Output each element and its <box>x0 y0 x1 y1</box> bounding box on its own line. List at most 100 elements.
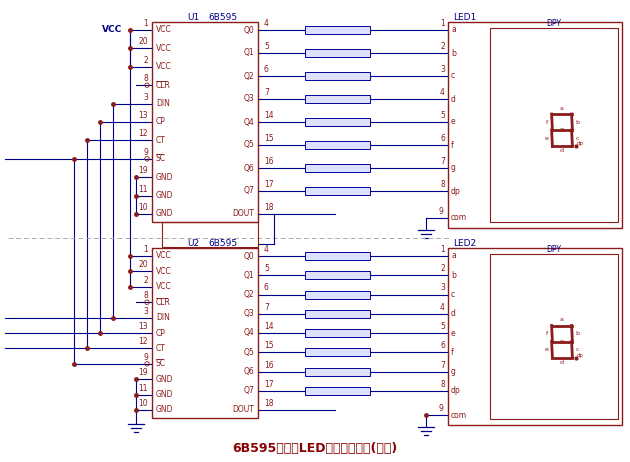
Text: VCC: VCC <box>102 25 122 35</box>
Text: 3: 3 <box>440 65 445 74</box>
Text: c: c <box>451 290 455 299</box>
Text: 8: 8 <box>143 74 148 83</box>
Text: d: d <box>451 309 456 318</box>
Text: CT: CT <box>156 344 166 353</box>
Text: SC: SC <box>156 359 166 368</box>
Text: Q4: Q4 <box>243 117 254 127</box>
Text: dp: dp <box>451 386 461 395</box>
Text: 11: 11 <box>139 383 148 393</box>
Text: Q3: Q3 <box>243 309 254 318</box>
Text: d: d <box>560 360 564 365</box>
Text: 5: 5 <box>440 111 445 120</box>
Text: 1: 1 <box>440 19 445 28</box>
Text: Q1: Q1 <box>243 271 254 280</box>
Text: 10: 10 <box>139 203 148 212</box>
Text: DIN: DIN <box>156 99 170 108</box>
Text: VCC: VCC <box>156 62 172 71</box>
Text: 5: 5 <box>440 322 445 331</box>
Text: GND: GND <box>156 209 173 219</box>
Text: 18: 18 <box>264 203 273 212</box>
Bar <box>305 348 370 356</box>
Text: f: f <box>451 348 454 357</box>
Text: 5: 5 <box>264 42 269 51</box>
Text: 6B595: 6B595 <box>209 239 238 249</box>
Text: dp: dp <box>577 141 584 146</box>
Bar <box>305 49 370 57</box>
Text: 6: 6 <box>440 341 445 350</box>
Text: g: g <box>560 339 564 344</box>
Text: g: g <box>451 367 456 376</box>
Text: 13: 13 <box>139 111 148 120</box>
Text: 11: 11 <box>139 185 148 194</box>
Text: 16: 16 <box>264 157 273 166</box>
Text: GND: GND <box>156 390 173 399</box>
Text: 2: 2 <box>440 264 445 273</box>
Text: 6: 6 <box>264 284 269 292</box>
Text: dp: dp <box>451 187 461 195</box>
Text: 6: 6 <box>264 65 269 74</box>
Bar <box>305 291 370 298</box>
Text: GND: GND <box>156 375 173 384</box>
Bar <box>305 367 370 376</box>
Text: VCC: VCC <box>156 251 172 261</box>
Text: U1: U1 <box>187 13 199 23</box>
Text: 20: 20 <box>139 261 148 269</box>
Text: d: d <box>560 148 564 153</box>
Text: VCC: VCC <box>156 267 172 276</box>
Text: 17: 17 <box>264 180 273 189</box>
Text: Q5: Q5 <box>243 140 254 150</box>
Text: Q6: Q6 <box>243 164 254 172</box>
Text: LED2: LED2 <box>453 239 476 249</box>
Text: 2: 2 <box>440 42 445 51</box>
Text: LED1: LED1 <box>453 13 476 23</box>
Text: U2: U2 <box>187 239 199 249</box>
Text: f: f <box>546 331 548 336</box>
Text: CLR: CLR <box>156 81 171 90</box>
Text: CT: CT <box>156 136 166 145</box>
Text: com: com <box>451 213 467 223</box>
Bar <box>305 118 370 126</box>
Text: b: b <box>576 120 580 124</box>
Text: 4: 4 <box>440 88 445 97</box>
Text: DOUT: DOUT <box>232 209 254 219</box>
Text: 10: 10 <box>139 399 148 408</box>
Text: 8: 8 <box>440 380 445 389</box>
Text: 2: 2 <box>143 276 148 285</box>
Bar <box>305 387 370 395</box>
Text: Q6: Q6 <box>243 367 254 376</box>
Text: 15: 15 <box>264 134 273 143</box>
Bar <box>490 254 618 419</box>
Text: c: c <box>576 135 579 140</box>
Bar <box>305 271 370 279</box>
Bar <box>490 28 618 222</box>
Text: DIN: DIN <box>156 313 170 322</box>
Text: 4: 4 <box>264 19 269 28</box>
Text: GND: GND <box>156 406 173 414</box>
Text: 18: 18 <box>264 399 273 408</box>
Bar <box>305 187 370 195</box>
Text: 14: 14 <box>264 322 273 331</box>
Text: VCC: VCC <box>156 44 172 53</box>
Text: Q7: Q7 <box>243 386 254 395</box>
Text: 5: 5 <box>264 264 269 273</box>
Text: 4: 4 <box>440 303 445 312</box>
Text: Q5: Q5 <box>243 348 254 357</box>
Text: 3: 3 <box>143 92 148 102</box>
Text: DPY: DPY <box>546 19 561 29</box>
Text: a: a <box>451 25 455 35</box>
Bar <box>305 26 370 34</box>
Text: 3: 3 <box>143 307 148 316</box>
Bar <box>305 252 370 260</box>
Bar <box>448 22 622 228</box>
Text: dp: dp <box>577 353 584 358</box>
Text: Q2: Q2 <box>243 290 254 299</box>
Text: Q0: Q0 <box>243 251 254 261</box>
Text: d: d <box>451 95 456 103</box>
Text: 1: 1 <box>440 245 445 254</box>
Text: CP: CP <box>156 117 166 127</box>
Text: b: b <box>451 49 456 57</box>
Text: Q1: Q1 <box>243 49 254 57</box>
Text: 16: 16 <box>264 360 273 370</box>
Text: 14: 14 <box>264 111 273 120</box>
Text: a: a <box>560 317 564 322</box>
